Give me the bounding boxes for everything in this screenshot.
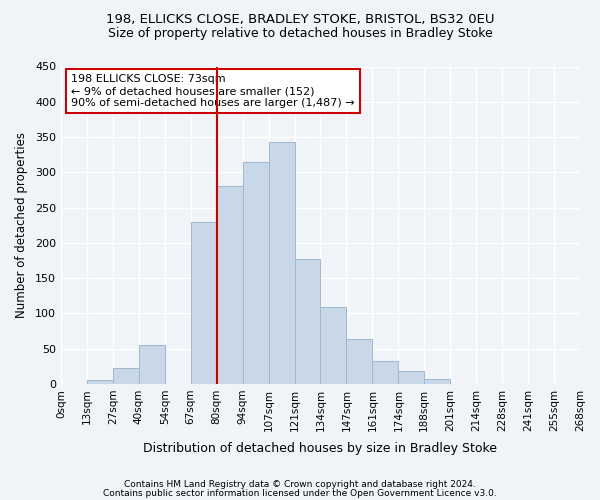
Text: Contains HM Land Registry data © Crown copyright and database right 2024.: Contains HM Land Registry data © Crown c…	[124, 480, 476, 489]
Text: Contains public sector information licensed under the Open Government Licence v3: Contains public sector information licen…	[103, 489, 497, 498]
Text: 198, ELLICKS CLOSE, BRADLEY STOKE, BRISTOL, BS32 0EU: 198, ELLICKS CLOSE, BRADLEY STOKE, BRIST…	[106, 12, 494, 26]
Bar	[398, 370, 424, 384]
Text: 198 ELLICKS CLOSE: 73sqm
← 9% of detached houses are smaller (152)
90% of semi-d: 198 ELLICKS CLOSE: 73sqm ← 9% of detache…	[71, 74, 355, 108]
Bar	[269, 142, 295, 384]
Y-axis label: Number of detached properties: Number of detached properties	[15, 132, 28, 318]
X-axis label: Distribution of detached houses by size in Bradley Stoke: Distribution of detached houses by size …	[143, 442, 497, 455]
Text: Size of property relative to detached houses in Bradley Stoke: Size of property relative to detached ho…	[107, 28, 493, 40]
Bar	[320, 307, 346, 384]
Bar	[217, 186, 242, 384]
Bar	[87, 380, 113, 384]
Bar	[295, 259, 320, 384]
Bar	[242, 162, 269, 384]
Bar	[373, 360, 398, 384]
Bar	[424, 379, 450, 384]
Bar	[346, 339, 373, 384]
Bar	[191, 222, 217, 384]
Bar	[113, 368, 139, 384]
Bar	[139, 345, 165, 384]
